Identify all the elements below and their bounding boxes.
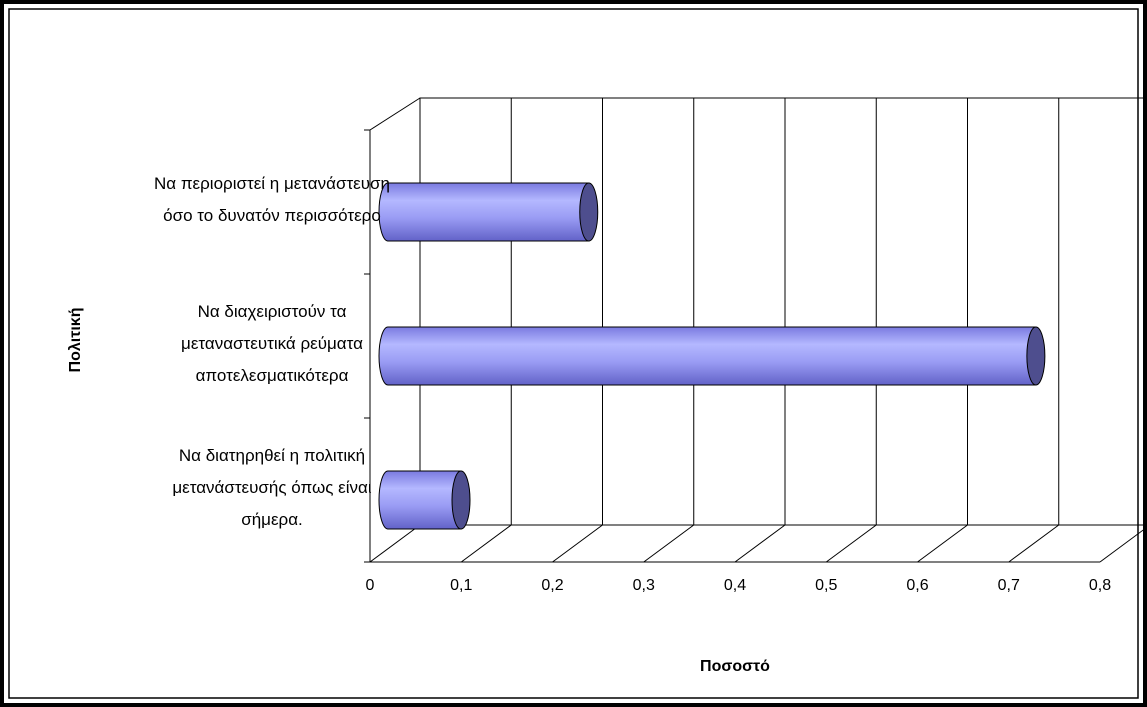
floor-line (1008, 524, 1060, 563)
y-tick-label: Να διατηρηθεί η πολιτική μετανάστευσής ό… (172, 446, 372, 529)
floor-line (1099, 526, 1147, 563)
x-tick-label: 0,2 (541, 577, 563, 594)
floor-line (917, 524, 968, 563)
floor-line (460, 524, 512, 563)
x-tick-label: 0,8 (1089, 577, 1111, 594)
bar (378, 326, 1046, 386)
y-tick-label: Να διαχειριστούν τα μεταναστευτικά ρεύμα… (181, 302, 363, 385)
x-tick-label: 0,3 (633, 577, 655, 594)
y-axis-title: Πολιτική (67, 308, 84, 373)
x-tick-label: 0,7 (998, 577, 1020, 594)
bar-body (378, 470, 462, 530)
floor-line (734, 524, 786, 563)
floor-line (825, 524, 877, 563)
inner-frame (8, 8, 1139, 699)
y-tick-label: Να περιοριστεί η μετανάστευση όσο το δυν… (154, 174, 390, 225)
x-tick-label: 0,1 (450, 577, 472, 594)
bar (378, 470, 471, 530)
left-wall-top (369, 97, 421, 131)
floor-line (552, 524, 603, 563)
x-axis-title: Ποσοστό (700, 658, 770, 675)
x-tick-label: 0,6 (906, 577, 928, 594)
bar (378, 182, 599, 242)
bar-body (378, 182, 590, 242)
x-tick-label: 0,5 (815, 577, 837, 594)
bar-end (1026, 326, 1046, 386)
x-tick-label: 0 (366, 577, 375, 594)
bar-end (579, 182, 599, 242)
bar-body (378, 326, 1037, 386)
floor-line (643, 524, 695, 563)
back-wall (419, 97, 1147, 525)
x-tick-label: 0,4 (724, 577, 746, 594)
bar-end (451, 470, 471, 530)
floor-line (369, 524, 421, 563)
